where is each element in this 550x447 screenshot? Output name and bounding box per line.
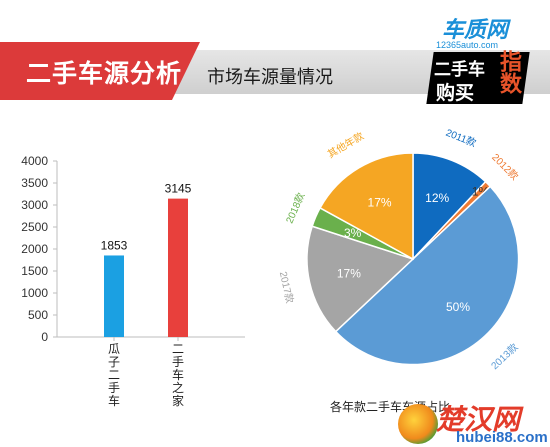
pie-percent-label: 12% (425, 191, 449, 205)
watermark-ball-icon (398, 404, 438, 444)
bar-y-tick-label: 4000 (21, 154, 48, 168)
bar-x-tick-label-char: 二 (172, 342, 184, 356)
bar-y-tick-label: 1500 (21, 264, 48, 278)
pie-percent-label: 50% (446, 300, 470, 314)
banner-title-block (0, 42, 200, 100)
pie-slice-2 (334, 185, 520, 366)
bar-1 (168, 198, 188, 337)
bar-x-tick-label-char: 子 (108, 355, 120, 369)
brand-logo: 车质网 12365auto.com 二手车 购买 指数 (412, 0, 550, 108)
pie-slice-3 (306, 225, 415, 333)
watermark-brand: 楚汉网 (436, 404, 521, 435)
bar-data-label: 3145 (165, 182, 192, 196)
logo-accent: 指数 (497, 50, 522, 94)
bar-y-tick-label: 0 (41, 330, 48, 344)
pie-category-label: 2011款 (444, 126, 478, 150)
pie-slice-0 (412, 152, 487, 261)
bar-y-tick-label: 3500 (21, 176, 48, 190)
bar-0 (104, 255, 124, 337)
page-title: 二手车源分析 (26, 60, 183, 88)
bar-x-tick-label-char: 瓜 (108, 342, 120, 356)
pie-category-label: 2012款 (489, 151, 521, 183)
page-subtitle: 市场车源量情况 (207, 67, 333, 87)
logo-line1: 二手车 (434, 60, 485, 79)
bar-x-tick-label-char: 二 (108, 368, 120, 382)
pie-percent-label: 3% (344, 226, 362, 240)
pie-percent-label: 17% (368, 195, 392, 209)
bar-data-label: 1853 (101, 238, 128, 252)
bar-x-tick-label-char: 家 (172, 393, 184, 408)
watermark: 楚汉网 hubei88.com (392, 398, 550, 447)
pie-category-label: 2013款 (488, 341, 520, 373)
logo-site-name: 车质网 (442, 17, 509, 42)
bar-y-tick-label: 1000 (21, 286, 48, 300)
bar-x-tick-label-char: 手 (172, 355, 184, 369)
logo-site-url: 12365auto.com (436, 40, 499, 50)
watermark-url: hubei88.com (456, 429, 548, 446)
pie-category-label: 2017款 (277, 270, 297, 304)
bar-x-tick-label-char: 车 (108, 393, 120, 408)
bar-y-tick-label: 3000 (21, 198, 48, 212)
bar-x-tick-label-char: 之 (172, 381, 184, 395)
pie-category-label: 其他年款 (325, 129, 366, 161)
logo-line2: 购买 (436, 83, 475, 104)
bar-x-tick-label-char: 车 (172, 367, 184, 382)
bar-y-tick-label: 500 (28, 308, 48, 322)
bar-y-tick-label: 2000 (21, 242, 48, 256)
pie-percent-label: 17% (337, 266, 361, 280)
pie-slice-5 (319, 152, 414, 261)
pie-category-label: 2018款 (283, 191, 308, 226)
bar-x-tick-label-char: 手 (108, 381, 120, 395)
bar-y-tick-label: 2500 (21, 220, 48, 234)
